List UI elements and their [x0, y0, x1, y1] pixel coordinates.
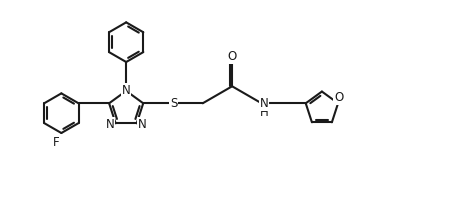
Text: N: N [138, 118, 147, 131]
Text: H: H [260, 106, 268, 119]
Text: O: O [228, 50, 237, 63]
Text: F: F [53, 136, 60, 149]
Text: N: N [122, 84, 131, 97]
Text: N: N [260, 97, 268, 110]
Text: O: O [334, 91, 344, 104]
Text: S: S [170, 97, 177, 110]
Text: N: N [106, 118, 114, 131]
